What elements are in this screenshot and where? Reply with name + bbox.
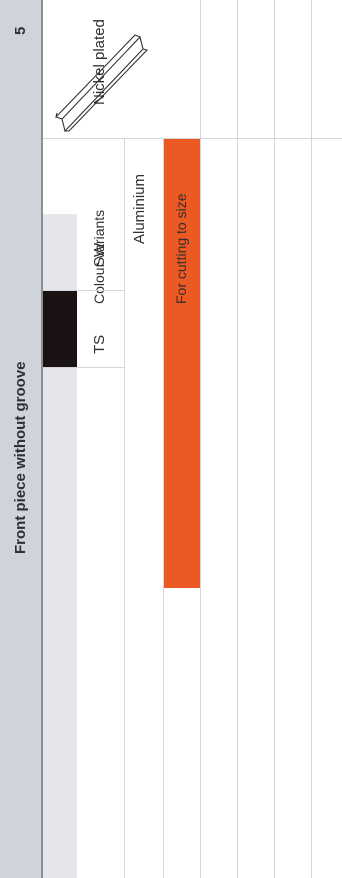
grid-line [237,0,238,878]
grid-line [124,139,125,878]
variant-nickel: Nickel plated [91,19,108,105]
material-value: Aluminium [131,173,148,244]
grid-line [43,367,124,368]
table-header: 5 Front piece without groove [0,0,41,878]
swatch-ts [43,291,77,368]
variant-ts: TS [91,334,108,354]
product-image-cell [43,0,151,139]
swatch-nickel [43,368,77,878]
grid-line [43,138,342,139]
grid-line [274,0,275,878]
section-title: Front piece without groove [12,361,29,554]
grid-line [163,139,164,878]
variant-sw: SW [91,242,108,267]
grid-line [200,0,201,878]
grid-line [43,290,124,291]
grid-line [311,0,312,878]
front-piece-profile-icon [54,34,149,133]
article-code: Z31L1036A [173,39,190,119]
section-number: 5 [12,26,29,35]
cutting-label: For cutting to size [173,193,189,305]
swatch-sw [43,214,77,291]
